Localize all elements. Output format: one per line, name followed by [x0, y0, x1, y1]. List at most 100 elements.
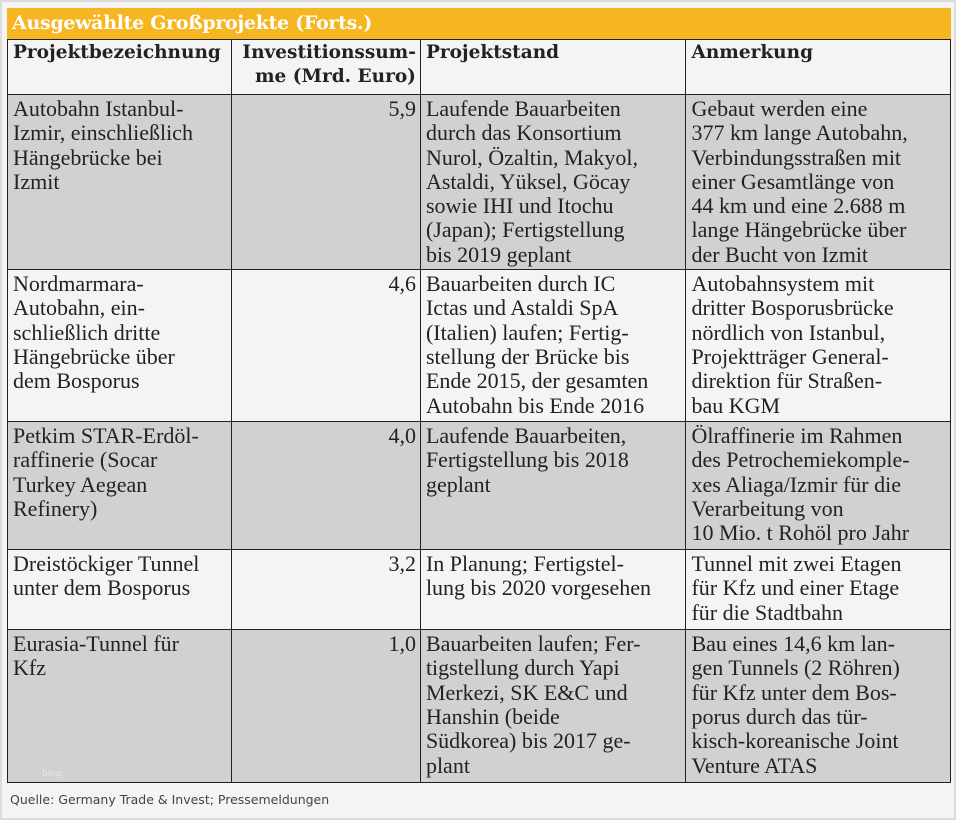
- header-project: Projektbezeichnung: [7, 39, 232, 95]
- header-investment-line: me (Mrd. Euro): [254, 66, 416, 87]
- watermark: blog: [42, 769, 62, 779]
- cell-note-line: kisch-koreanische Joint: [691, 728, 899, 754]
- cell-project-line: raffinerie (Socar: [13, 447, 158, 473]
- cell-note-line: der Bucht von Izmit: [691, 241, 869, 267]
- cell-note-line: Bau eines 14,6 km lan-: [691, 631, 895, 657]
- cell-note-line: gen Tunnels (2 Röhren): [691, 655, 900, 681]
- header-status: Projektstand: [419, 39, 687, 95]
- cell-note-line: Gebaut werden eine: [691, 96, 868, 121]
- cell-status-line: Laufende Bauarbeiten,: [425, 423, 627, 449]
- cell-status-line: Astaldi, Yüksel, Göcay: [425, 168, 631, 194]
- cell-note: Autobahnsystem mit dritter Bosporusbrücke…: [685, 269, 951, 423]
- cell-status-line: geplant: [425, 471, 491, 497]
- cell-status-line: Merkezi, SK E&C und: [425, 679, 628, 705]
- cell-project: Autobahn Istanbul- Izmir, einschließlich H…: [7, 93, 232, 271]
- cell-project-line: Autobahn Istanbul-: [13, 96, 184, 121]
- cell-project-line: Petkim STAR-Erdöl-: [13, 423, 199, 449]
- cell-status-line: plant: [425, 752, 470, 778]
- cell-project-line: Hängebrücke über: [13, 343, 175, 369]
- cell-status-line: stellung der Brücke bis: [425, 343, 630, 369]
- cell-project-line: unter dem Bosporus: [13, 575, 191, 601]
- cell-status-line: Ende 2015, der gesamten: [425, 368, 649, 394]
- cell-note-line: lange Hängebrücke über: [691, 217, 907, 243]
- header-investment: Investitionssum- me (Mrd. Euro): [230, 39, 421, 95]
- header-note: Anmerkung: [685, 39, 951, 95]
- cell-status-line: bis 2019 geplant: [425, 241, 572, 267]
- cell-status-line: Südkorea) bis 2017 ge-: [425, 728, 631, 754]
- cell-status: In Planung; Fertigstel-lung bis 2020 vor…: [419, 549, 687, 631]
- cell-status-line: Bauarbeiten durch IC: [425, 271, 616, 297]
- cell-status-line: Laufende Bauarbeiten: [425, 96, 621, 121]
- cell-project: Nordmarmara- Autobahn, ein-schließlich dr…: [7, 269, 232, 423]
- cell-investment: 4,0: [230, 421, 421, 551]
- cell-note-line: Venture ATAS: [691, 752, 818, 778]
- cell-project-line: Nordmarmara-: [13, 271, 144, 297]
- cell-status-line: Nurol, Özaltin, Makyol,: [425, 144, 638, 170]
- cell-investment: 5,9: [230, 93, 421, 271]
- cell-status-line: lung bis 2020 vorgesehen: [425, 575, 652, 601]
- cell-note-line: 10 Mio. t Rohöl pro Jahr: [691, 520, 910, 546]
- cell-project-line: Dreistöckiger Tunnel: [13, 551, 200, 577]
- cell-note-line: Verbindungsstraßen mit: [691, 144, 902, 170]
- table-row: Nordmarmara- Autobahn, ein-schließlich dr…: [7, 269, 951, 423]
- cell-status-line: Hanshin (beide: [425, 703, 560, 729]
- cell-note-line: Ölraffinerie im Rahmen: [691, 423, 903, 449]
- cell-status-line: In Planung; Fertigstel-: [425, 551, 624, 577]
- cell-project-line: dem Bosporus: [13, 368, 140, 394]
- table-row: Autobahn Istanbul- Izmir, einschließlich H…: [7, 93, 951, 271]
- cell-status-line: Fertigstellung bis 2018: [425, 447, 629, 473]
- cell-status-line: tigstellung durch Yapi: [425, 655, 620, 681]
- cell-project: Dreistöckiger Tunnel unter dem Bosporus: [7, 549, 232, 631]
- cell-project-line: Hängebrücke bei: [13, 144, 163, 170]
- table-row: Eurasia-Tunnel für Kfz 1,0 Bauarbeiten lauf…: [7, 629, 951, 784]
- cell-status: Laufende Bauarbeiten, Fertigstellung bis …: [419, 421, 687, 551]
- cell-project-line: Izmit: [13, 168, 60, 194]
- cell-note-line: porus durch das tür-: [691, 703, 868, 729]
- cell-status-line: Autobahn bis Ende 2016: [425, 392, 645, 418]
- cell-note-line: Tunnel mit zwei Etagen: [691, 551, 902, 577]
- cell-investment: 1,0: [230, 629, 421, 784]
- cell-note-line: Projektträger General-: [691, 343, 889, 369]
- cell-status: Bauarbeiten durch IC Ictas und Astaldi Sp…: [419, 269, 687, 423]
- cell-note-line: Autobahnsystem mit: [691, 271, 875, 297]
- table-header-row: Projektbezeichnung Investitionssum- me (…: [7, 39, 951, 95]
- cell-status-line: Bauarbeiten laufen; Fer-: [425, 631, 641, 657]
- cell-note-line: einer Gesamtlänge von: [691, 168, 895, 194]
- cell-status-line: (Italien) laufen; Fertig-: [425, 319, 629, 345]
- projects-table-figure: Ausgewählte Großprojekte (Forts.) Projek…: [7, 8, 951, 784]
- cell-note-line: 377 km lange Autobahn,: [691, 120, 908, 146]
- cell-note: Ölraffinerie im Rahmen des Petrochemiekom…: [685, 421, 951, 551]
- projects-table: Projektbezeichnung Investitionssum- me (…: [7, 39, 951, 784]
- cell-investment: 4,6: [230, 269, 421, 423]
- cell-status-line: durch das Konsortium: [425, 120, 622, 146]
- source-footnote: Quelle: Germany Trade & Invest; Presseme…: [10, 792, 330, 807]
- cell-project-line: Eurasia-Tunnel für: [13, 631, 179, 657]
- cell-project-line: schließlich dritte: [13, 319, 161, 345]
- cell-status-line: (Japan); Fertigstellung: [425, 217, 625, 243]
- cell-note: Tunnel mit zwei Etagen für Kfz und einer …: [685, 549, 951, 631]
- cell-project-line: Refinery): [13, 495, 98, 521]
- cell-project-line: Autobahn, ein-: [13, 295, 145, 321]
- cell-status: Laufende Bauarbeiten durch das Konsortium…: [419, 93, 687, 271]
- cell-note-line: für die Stadtbahn: [691, 599, 843, 625]
- cell-note-line: 44 km und eine 2.688 m: [691, 193, 906, 219]
- cell-status: Bauarbeiten laufen; Fer-tigstellung durc…: [419, 629, 687, 784]
- cell-note: Gebaut werden eine 377 km lange Autobahn,…: [685, 93, 951, 271]
- cell-note-line: nördlich von Istanbul,: [691, 319, 886, 345]
- cell-note-line: Verarbeitung von: [691, 495, 844, 521]
- cell-project: Petkim STAR-Erdöl-raffinerie (Socar Turke…: [7, 421, 232, 551]
- cell-note-line: direktion für Straßen-: [691, 368, 883, 394]
- cell-note-line: dritter Bosporusbrücke: [691, 295, 894, 321]
- cell-status-line: Ictas und Astaldi SpA: [425, 295, 619, 321]
- cell-note: Bau eines 14,6 km lan-gen Tunnels (2 Röh…: [685, 629, 951, 784]
- cell-project: Eurasia-Tunnel für Kfz: [7, 629, 232, 784]
- cell-note-line: für Kfz und einer Etage: [691, 575, 900, 601]
- cell-note-line: des Petrochemiekomple-: [691, 447, 910, 473]
- cell-note-line: xes Aliaga/Izmir für die: [691, 471, 902, 497]
- header-investment-line: Investitionssum-: [242, 42, 416, 63]
- table-row: Petkim STAR-Erdöl-raffinerie (Socar Turke…: [7, 421, 951, 551]
- table-row: Dreistöckiger Tunnel unter dem Bosporus 3,…: [7, 549, 951, 631]
- cell-investment: 3,2: [230, 549, 421, 631]
- cell-note-line: für Kfz unter dem Bos-: [691, 679, 897, 705]
- cell-project-line: Izmir, einschließlich: [13, 120, 193, 146]
